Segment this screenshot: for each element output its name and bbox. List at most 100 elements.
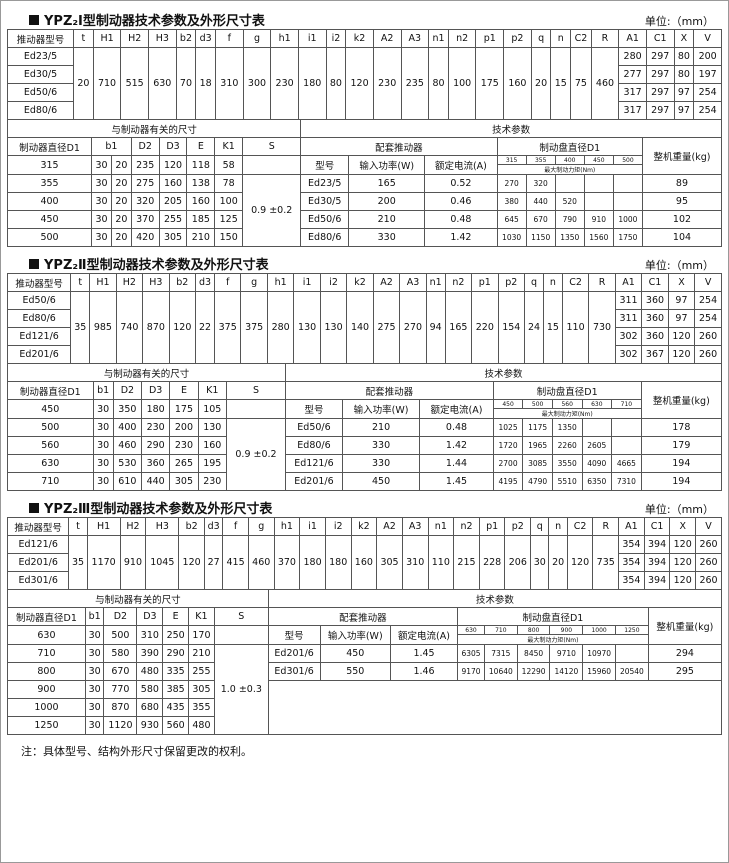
column-header: H2 — [120, 29, 149, 48]
column-header: q — [530, 517, 550, 536]
dims-cell: 230 — [169, 436, 199, 455]
spec-cell: 254 — [693, 83, 722, 102]
section-title: YPZ₂Ⅱ型制动器技术参数及外形尺寸表 — [44, 258, 269, 273]
empty-cell — [611, 418, 642, 437]
current-cell: 1.42 — [419, 436, 494, 455]
dims-cell: 30 — [92, 472, 114, 491]
column-header: K1 — [197, 381, 227, 400]
column-header: E — [162, 607, 190, 626]
column-header: d3 — [195, 273, 215, 292]
tech-label: 型号 — [300, 155, 350, 175]
spec-cell: 280 — [618, 47, 647, 66]
column-header: g — [240, 273, 268, 292]
column-header: f — [215, 29, 244, 48]
spec-cell: 302 — [614, 345, 643, 364]
dims-cell: 900 — [7, 680, 86, 699]
column-header: t — [73, 29, 94, 48]
empty-cell — [615, 644, 649, 663]
shared-cell: 154 — [497, 291, 526, 364]
dims-cell: 400 — [112, 418, 143, 437]
shared-cell: 415 — [222, 535, 249, 590]
column-header: k2 — [345, 29, 374, 48]
group-row: 与制动器有关的尺寸 技术参数 — [6, 119, 722, 138]
group-header: 与制动器有关的尺寸 — [6, 119, 302, 138]
dims-cell: 500 — [6, 228, 93, 247]
column-header: p1 — [478, 517, 506, 536]
disk-size: 355 — [525, 155, 556, 165]
dims-cell: 305 — [188, 680, 215, 699]
column-header: H1 — [86, 517, 121, 536]
torque-cell: 6305 — [457, 644, 485, 663]
dims-cell: 30 — [84, 644, 105, 663]
power-cell: 550 — [319, 662, 392, 681]
dims-cell: 580 — [136, 680, 164, 699]
dims-cell: 210 — [186, 228, 216, 247]
spec-row: Ed23/5 20 710 515 630 70 18 310 300 230 180 80 120 23… — [6, 47, 722, 120]
dims-row: 710 30 610 440 305 230 Ed201/6 450 1.45 4195 4790 5… — [7, 472, 723, 491]
column-header: 制动盘直径D1 — [457, 607, 649, 626]
dims-cell: 30 — [92, 418, 114, 437]
title-square — [29, 503, 39, 513]
dims-row: 450 30 350 180 175 105 型号 输入功率(W) 额定电流(A) 450 500 5… — [7, 399, 722, 419]
model-cell: Ed30/5 — [300, 192, 350, 211]
shared-cell: 235 — [400, 47, 430, 120]
column-header: n — [548, 517, 568, 536]
dims-cell: 355 — [188, 698, 215, 717]
torque-cell: 10640 — [483, 662, 518, 681]
dims-cell: 230 — [141, 418, 171, 437]
column-header: p1 — [475, 29, 505, 48]
model-cell: Ed201/6 — [267, 644, 321, 663]
torque-cell: 1025 — [492, 418, 524, 437]
dims-cell: 355 — [6, 174, 93, 193]
shared-cell: 630 — [147, 47, 177, 120]
spec-cell: 80 — [673, 65, 695, 84]
spec-row: Ed50/6 35 985 740 870 120 22 375 375 280 130 130 140… — [6, 291, 722, 364]
column-header: i1 — [299, 517, 326, 536]
column-header: A2 — [372, 273, 401, 292]
dims-cell: 20 — [110, 192, 132, 211]
dims-cell: 350 — [112, 399, 143, 419]
power-cell: 200 — [348, 192, 426, 211]
model-cell: Ed121/6 — [6, 327, 72, 346]
dims-cell: 450 — [6, 210, 93, 229]
disk-size: 630 — [457, 625, 485, 635]
shared-cell: 230 — [270, 47, 299, 120]
model-cell: Ed201/6 — [6, 345, 72, 364]
shared-cell: 730 — [588, 291, 616, 364]
column-header: i1 — [297, 29, 327, 48]
disk-size: 710 — [483, 625, 518, 635]
spec-cell: 260 — [694, 345, 722, 364]
spec-row: Ed80/6 311 360 97 254 — [6, 309, 722, 328]
column-header: A1 — [618, 517, 645, 536]
current-cell: 1.45 — [390, 644, 459, 663]
dims-cell: 160 — [186, 192, 216, 211]
column-header: D2 — [103, 607, 138, 626]
dims-cell: 30 — [84, 680, 105, 699]
tech-label: 额定电流(A) — [390, 625, 459, 645]
empty-cell — [583, 174, 614, 193]
column-header: 制动器直径D1 — [7, 607, 86, 626]
dims-cell: 560 — [162, 716, 190, 735]
header-row: 推动器型号 t H1 H2 H3 b2 d3 f g h1 i1 i2 k2 A2 A3 n1 n2 p1 p2 q n… — [6, 517, 722, 536]
dims-cell: 30 — [92, 399, 114, 419]
column-header: H2 — [119, 517, 147, 536]
column-header: k2 — [350, 517, 378, 536]
spec-cell: 97 — [673, 83, 695, 102]
column-header: A3 — [401, 517, 429, 536]
disk-size: 1250 — [615, 625, 649, 635]
section-header: YPZ₂Ⅱ型制动器技术参数及外形尺寸表 单位:（mm） — [7, 251, 722, 273]
shared-cell: 80 — [325, 47, 347, 120]
dims-cell: 230 — [197, 472, 227, 491]
dims-cell: 435 — [162, 698, 190, 717]
shared-cell: 515 — [120, 47, 149, 120]
column-header: i1 — [293, 273, 321, 292]
dims-cell: 710 — [7, 472, 94, 491]
column-header: n2 — [444, 273, 473, 292]
dims-cell: 30 — [91, 192, 112, 211]
column-header: A1 — [614, 273, 643, 292]
shared-cell: 740 — [115, 291, 144, 364]
dims-cell: 30 — [92, 436, 114, 455]
torque-cell: 270 — [496, 174, 527, 193]
column-header: X — [673, 29, 695, 48]
dims-cell: 390 — [136, 644, 164, 663]
